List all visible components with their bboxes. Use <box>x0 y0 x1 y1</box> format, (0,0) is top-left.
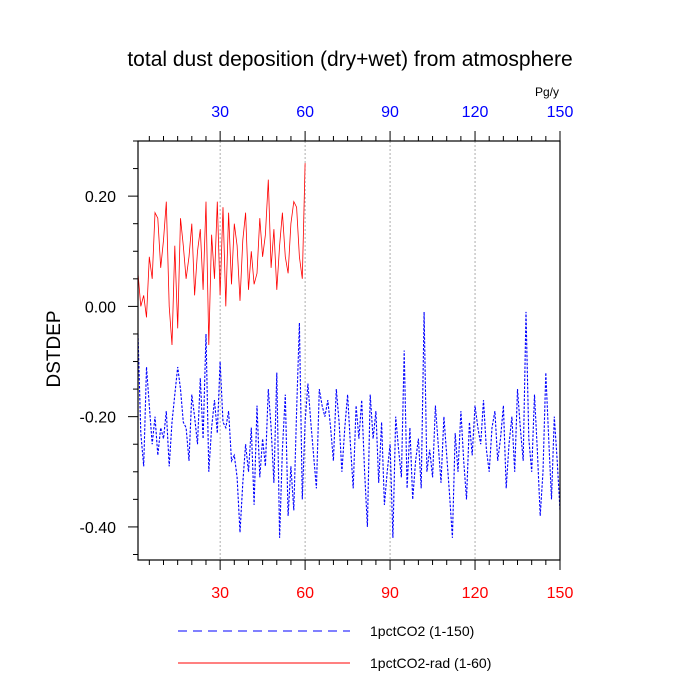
y-tick-label-0: 0.20 <box>85 189 116 206</box>
x-gridlines <box>219 141 476 560</box>
series-line-1 <box>137 163 306 346</box>
tick-labels: 30 60 90 120 150 30 60 90 120 150 0.20 0.00 -0.20 -0.… <box>80 104 574 602</box>
x-tick-label-30: 30 <box>211 585 229 602</box>
y-tick-label-2: -0.20 <box>80 410 117 427</box>
legend-label-0: 1pctCO2 (1-150) <box>370 623 474 639</box>
x-tick-label-60: 60 <box>296 585 314 602</box>
y-tick-label-1: 0.00 <box>85 299 116 316</box>
legend-label-1: 1pctCO2-rad (1-60) <box>370 655 491 671</box>
x-tick-label-90: 90 <box>381 585 399 602</box>
top-tick-label-150: 150 <box>547 104 574 121</box>
top-tick-label-120: 120 <box>462 104 489 121</box>
axis-ticks <box>128 131 561 570</box>
top-tick-label-90: 90 <box>381 104 399 121</box>
x-tick-label-120: 120 <box>462 585 489 602</box>
legend: 1pctCO2 (1-150) 1pctCO2-rad (1-60) <box>178 623 491 671</box>
series-layer <box>137 163 561 538</box>
y-tick-label-3: -0.40 <box>80 520 117 537</box>
x-tick-label-150: 150 <box>547 585 574 602</box>
chart-title: total dust deposition (dry+wet) from atm… <box>127 48 572 71</box>
y-axis-label: DSTDEP <box>44 310 65 387</box>
series-line-0 <box>137 311 561 538</box>
top-axis-unit: Pg/y <box>535 85 559 99</box>
top-tick-label-30: 30 <box>211 104 229 121</box>
top-tick-label-60: 60 <box>296 104 314 121</box>
plot-frame <box>137 140 561 561</box>
